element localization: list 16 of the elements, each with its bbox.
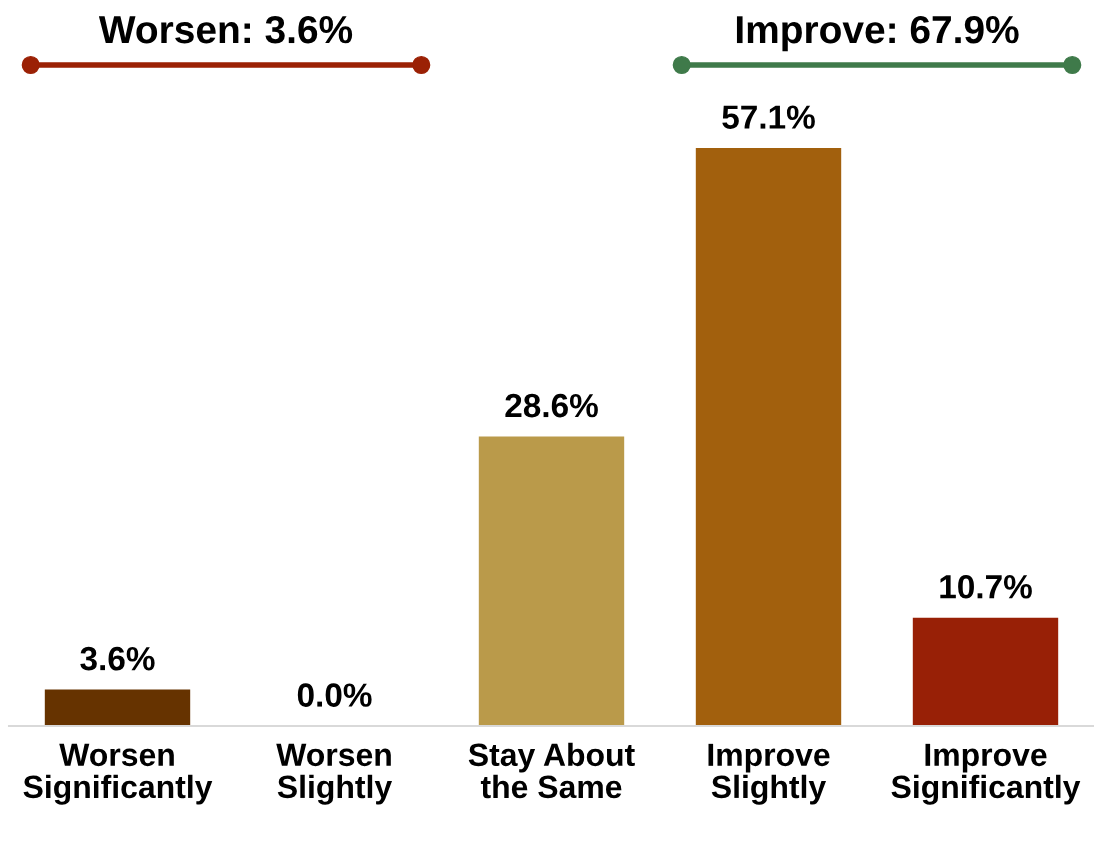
data-label: 3.6% [80, 646, 155, 671]
text: Worsen: 3.6% [98, 15, 353, 44]
bar [44, 689, 191, 726]
bar [478, 436, 625, 726]
text: Improve: 67.9% [736, 15, 1019, 52]
bar [695, 148, 842, 726]
data-label: 28.6% [505, 393, 598, 418]
x-tick-label: Worsen Significantly [23, 743, 213, 805]
x-tick-label: Worsen Slightly [276, 743, 393, 805]
data-label: 57.1% [722, 105, 815, 129]
data-label: 0.0% [297, 683, 372, 707]
x-tick-label: Improve Significantly [891, 743, 1081, 805]
x-tick-label: Improve Slightly [708, 743, 830, 805]
x-tick-label: Stay About the Same [468, 742, 635, 799]
data-label: 10.7% [940, 575, 1032, 599]
bar [912, 617, 1059, 726]
